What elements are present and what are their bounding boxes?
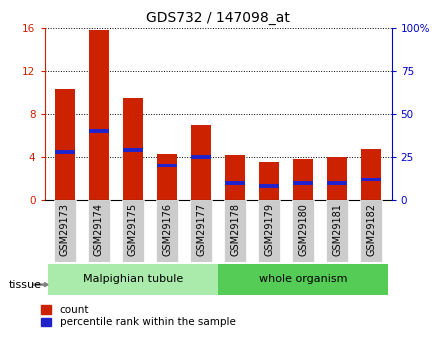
Text: GSM29173: GSM29173: [60, 203, 70, 256]
Bar: [157, 164, 177, 167]
FancyBboxPatch shape: [190, 200, 212, 262]
FancyBboxPatch shape: [258, 200, 280, 262]
Bar: [55, 89, 75, 200]
Text: Malpighian tubule: Malpighian tubule: [83, 274, 183, 284]
Text: GSM29181: GSM29181: [332, 203, 342, 256]
Text: GSM29180: GSM29180: [298, 203, 308, 256]
Title: GDS732 / 147098_at: GDS732 / 147098_at: [146, 11, 290, 25]
Bar: [259, 185, 279, 188]
FancyBboxPatch shape: [218, 264, 388, 295]
Bar: [293, 159, 313, 200]
Bar: [157, 154, 177, 200]
Text: GSM29182: GSM29182: [366, 203, 376, 256]
Text: GSM29176: GSM29176: [162, 203, 172, 256]
Text: tissue: tissue: [9, 280, 42, 289]
Bar: [225, 155, 245, 200]
Bar: [89, 30, 109, 200]
Bar: [123, 98, 143, 200]
FancyBboxPatch shape: [326, 200, 348, 262]
Bar: [361, 178, 381, 181]
Bar: [361, 149, 381, 200]
Bar: [89, 129, 109, 133]
Legend: count, percentile rank within the sample: count, percentile rank within the sample: [41, 305, 235, 327]
Bar: [327, 181, 348, 185]
Bar: [225, 181, 245, 185]
Text: GSM29179: GSM29179: [264, 203, 274, 256]
Bar: [327, 157, 348, 200]
FancyBboxPatch shape: [88, 200, 110, 262]
Bar: [191, 125, 211, 200]
Text: GSM29177: GSM29177: [196, 203, 206, 256]
Bar: [191, 155, 211, 159]
FancyBboxPatch shape: [156, 200, 178, 262]
Bar: [123, 148, 143, 152]
Bar: [55, 150, 75, 154]
FancyBboxPatch shape: [224, 200, 246, 262]
Bar: [293, 181, 313, 185]
Text: GSM29175: GSM29175: [128, 203, 138, 256]
Text: GSM29174: GSM29174: [94, 203, 104, 256]
FancyBboxPatch shape: [122, 200, 144, 262]
FancyBboxPatch shape: [48, 264, 218, 295]
Bar: [259, 162, 279, 200]
Text: GSM29178: GSM29178: [230, 203, 240, 256]
FancyBboxPatch shape: [54, 200, 76, 262]
FancyBboxPatch shape: [292, 200, 314, 262]
Text: whole organism: whole organism: [259, 274, 348, 284]
FancyBboxPatch shape: [360, 200, 382, 262]
